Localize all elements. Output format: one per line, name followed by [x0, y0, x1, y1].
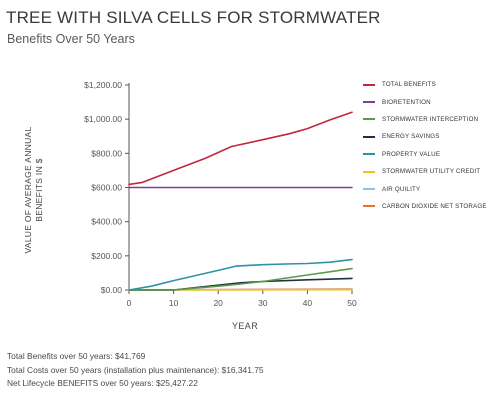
- x-tick-label: 0: [127, 298, 132, 308]
- legend-item: PROPERTY VALUE: [363, 146, 487, 163]
- legend-swatch: [363, 153, 375, 156]
- legend-label: CARBON DIOXIDE NET STORAGE: [382, 202, 487, 210]
- legend-item: BIORETENTION: [363, 93, 487, 110]
- legend-swatch: [363, 170, 375, 173]
- x-tick-label: 20: [213, 298, 223, 308]
- y-tick-label: $800.00: [91, 148, 122, 158]
- x-tick-label: 10: [169, 298, 179, 308]
- benefits-summary: Total Benefits over 50 years: $41,769 To…: [7, 350, 264, 391]
- series-line-stormwater-interception: [128, 267, 353, 291]
- legend-swatch: [363, 118, 375, 121]
- legend-swatch: [363, 83, 375, 86]
- total-benefits-text: Total Benefits over 50 years: $41,769: [7, 351, 146, 361]
- total-costs-text: Total Costs over 50 years (installation …: [7, 364, 264, 375]
- y-tick-label: $400.00: [91, 217, 122, 227]
- legend-label: TOTAL BENEFITS: [382, 81, 436, 89]
- legend-label: PROPERTY VALUE: [382, 150, 441, 158]
- x-tick-label: 30: [258, 298, 268, 308]
- legend-item: AIR QUILITY: [363, 180, 487, 197]
- legend-label: STORMWATER UTILITY CREDIT: [382, 168, 481, 176]
- legend-swatch: [363, 101, 375, 104]
- chart-legend: TOTAL BENEFITS BIORETENTION STORMWATER INT…: [363, 76, 487, 215]
- y-tick-label: $600.00: [91, 183, 122, 193]
- chart-subtitle: Benefits Over 50 Years: [7, 32, 135, 46]
- series-line-total-benefits: [128, 111, 353, 186]
- y-tick-label: $0.00: [101, 285, 123, 295]
- legend-item: STORMWATER INTERCEPTION: [363, 111, 487, 128]
- x-tick-label: 40: [303, 298, 313, 308]
- legend-label: STORMWATER INTERCEPTION: [382, 115, 479, 123]
- legend-item: STORMWATER UTILITY CREDIT: [363, 163, 487, 180]
- y-tick-label: $1,000.00: [84, 114, 122, 124]
- y-axis-label: VALUE OF AVERAGE ANNUAL BENEFITS IN $: [23, 126, 44, 254]
- line-chart: $0.00 $200.00 $400.00 $600.00 $800.00 $1,000.…: [84, 80, 357, 308]
- legend-label: BIORETENTION: [382, 98, 431, 106]
- y-tick-label: $1,200.00: [84, 80, 122, 90]
- legend-item: CARBON DIOXIDE NET STORAGE: [363, 198, 487, 215]
- y-tick-label: $200.00: [91, 251, 122, 261]
- chart-title: TREE WITH SILVA CELLS FOR STORMWATER: [6, 8, 381, 27]
- series-line-property-value: [128, 258, 353, 291]
- legend-label: AIR QUILITY: [382, 185, 421, 193]
- legend-swatch: [363, 135, 375, 138]
- legend-swatch: [363, 188, 375, 191]
- x-axis-label: YEAR: [232, 321, 259, 331]
- x-tick-label: 50: [347, 298, 357, 308]
- legend-item: ENERGY SAVINGS: [363, 128, 487, 145]
- legend-item: TOTAL BENEFITS: [363, 76, 487, 93]
- legend-label: ENERGY SAVINGS: [382, 133, 440, 141]
- legend-swatch: [363, 205, 375, 208]
- net-lifecycle-benefits-text: Net Lifecycle BENEFITS over 50 years: $2…: [7, 378, 198, 389]
